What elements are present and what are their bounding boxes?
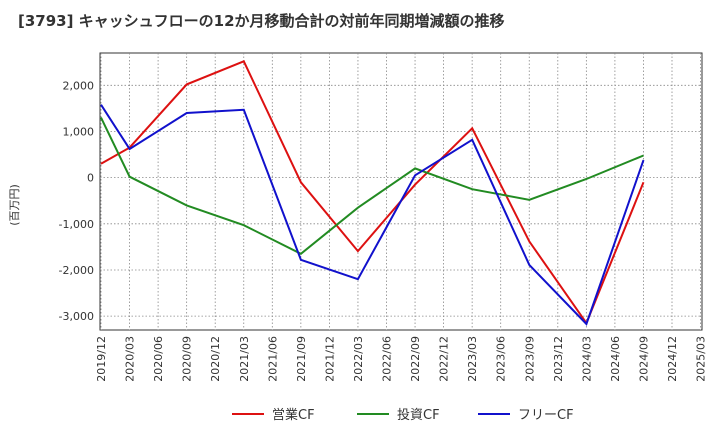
x-tick-label: 2023/12 — [552, 336, 565, 382]
x-tick-label: 2024/09 — [637, 336, 650, 382]
x-tick-label: 2022/06 — [381, 336, 394, 382]
y-axis-label: (百万円) — [8, 184, 21, 226]
x-tick-label: 2022/09 — [409, 336, 422, 382]
x-axis: 2019/12 2020/03 2020/06 2020/09 2020/12 2021/… — [95, 336, 708, 382]
y-tick-label: -3,000 — [59, 310, 94, 323]
x-tick-label: 2024/12 — [666, 336, 679, 382]
x-tick-label: 2019/12 — [95, 336, 108, 382]
y-tick-label: -2,000 — [59, 264, 94, 277]
y-axis: 2,000 1,000 0 -1,000 -2,000 -3,000 — [59, 79, 94, 323]
x-tick-label: 2024/06 — [609, 336, 622, 382]
plot-area — [99, 52, 703, 331]
legend: 営業CF 投資CF フリーCF — [232, 407, 574, 423]
x-tick-label: 2023/06 — [495, 336, 508, 382]
legend-label-1: 投資CF — [397, 407, 440, 423]
x-tick-label: 2022/12 — [438, 336, 451, 382]
x-tick-label: 2020/09 — [181, 336, 194, 382]
grid — [100, 53, 702, 330]
x-tick-label: 2023/09 — [523, 336, 536, 382]
x-tick-label: 2021/03 — [238, 336, 251, 382]
legend-label-0: 営業CF — [272, 407, 315, 423]
chart-title: [3793] キャッシュフローの12か月移動合計の対前年同期増減額の推移 — [18, 12, 505, 30]
y-tick-label: 2,000 — [63, 79, 95, 92]
x-tick-label: 2021/12 — [323, 336, 336, 382]
x-tick-label: 2020/06 — [152, 336, 165, 382]
x-tick-label: 2025/03 — [695, 336, 708, 382]
legend-label-2: フリーCF — [518, 408, 574, 423]
y-tick-label: -1,000 — [59, 218, 94, 231]
x-tick-label: 2020/03 — [124, 336, 137, 382]
x-tick-label: 2020/12 — [209, 336, 222, 382]
y-tick-label: 0 — [87, 172, 94, 185]
x-tick-label: 2021/09 — [295, 336, 308, 382]
x-tick-label: 2021/06 — [266, 336, 279, 382]
series-lines — [100, 60, 645, 326]
y-tick-label: 1,000 — [63, 125, 95, 138]
x-tick-label: 2023/03 — [466, 336, 479, 382]
series-line-2 — [100, 104, 645, 326]
series-line-1 — [100, 117, 644, 255]
series-line-0 — [100, 60, 645, 326]
x-tick-label: 2022/03 — [352, 336, 365, 382]
x-tick-label: 2024/03 — [580, 336, 593, 382]
